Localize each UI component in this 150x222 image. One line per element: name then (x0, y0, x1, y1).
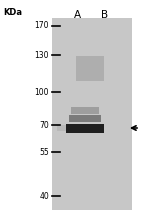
Text: 170: 170 (34, 22, 49, 30)
Text: 130: 130 (34, 50, 49, 59)
Text: 70: 70 (39, 121, 49, 129)
Text: B: B (101, 10, 109, 20)
Text: KDa: KDa (3, 8, 22, 17)
Bar (52, 18, 132, 210)
Bar (69, 115, 101, 121)
Text: 40: 40 (39, 192, 49, 200)
Bar (76, 56, 104, 81)
Bar (57, 125, 75, 131)
Text: 100: 100 (34, 87, 49, 97)
Bar (71, 107, 99, 113)
Text: A: A (74, 10, 81, 20)
Bar (66, 123, 104, 133)
Text: 55: 55 (39, 147, 49, 157)
